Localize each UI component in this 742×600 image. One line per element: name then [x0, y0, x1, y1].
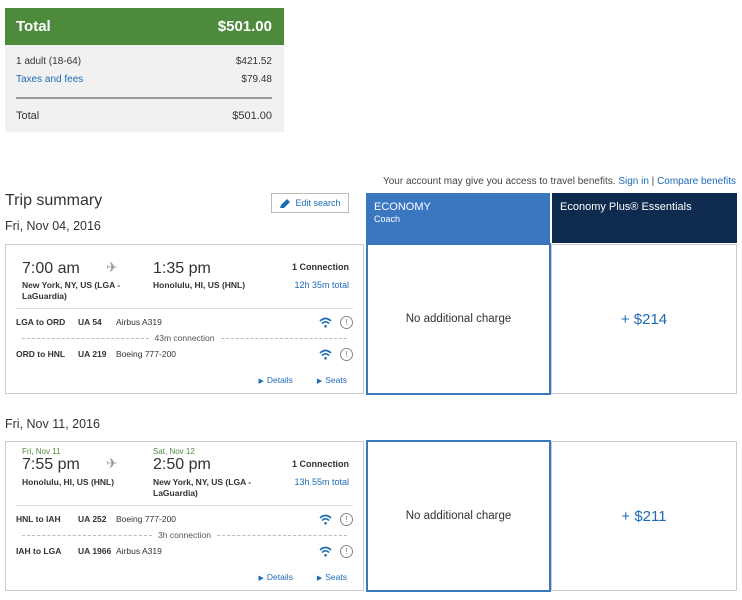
trip-summary-title: Trip summary — [5, 192, 103, 209]
flight-card: 7:00 am ✈ 1:35 pm New York, NY, US (LGA … — [5, 244, 364, 394]
trip-duration: 13h 55m total — [294, 477, 349, 487]
caret-right-icon: ▶ — [316, 378, 323, 385]
economy-plus-title: Economy Plus® Essentials — [560, 201, 692, 213]
divider — [16, 308, 353, 309]
leg-aircraft: Airbus A319 — [116, 317, 162, 327]
flight-links: ▶ Details ▶ Seats — [258, 572, 347, 582]
price-row-amount: $421.52 — [235, 56, 272, 67]
economy-fare-option[interactable]: No additional charge — [366, 243, 551, 395]
wifi-icon[interactable] — [319, 514, 332, 525]
leg-route: IAH to LGA — [16, 546, 62, 556]
flight-card: Fri, Nov 11 Sat, Nov 12 7:55 pm ✈ 2:50 p… — [5, 441, 364, 591]
details-label: Details — [266, 375, 293, 385]
wifi-icon[interactable] — [319, 349, 332, 360]
info-icon[interactable]: ! — [340, 315, 353, 329]
leg-flight-number: UA 1966 — [78, 546, 112, 556]
price-row-amount: $79.48 — [241, 74, 272, 85]
arrival-time: 1:35 pm — [153, 260, 211, 277]
flight-leg: ORD to HNL UA 219 Boeing 777-200 ! — [16, 344, 353, 364]
wifi-icon[interactable] — [319, 546, 332, 557]
divider — [16, 505, 353, 506]
sign-in-link[interactable]: Sign in — [618, 176, 649, 187]
fare-header-economy-plus[interactable]: Economy Plus® Essentials — [552, 193, 737, 243]
connection-count: 1 Connection — [291, 262, 349, 272]
info-icon[interactable]: ! — [340, 544, 353, 558]
price-row-taxes: Taxes and fees $79.48 — [5, 67, 284, 85]
connection-count: 1 Connection — [291, 459, 349, 469]
price-row-label: 1 adult (18-64) — [16, 56, 82, 67]
travel-benefits-notice: Your account may give you access to trav… — [383, 176, 736, 187]
economy-fare-option[interactable]: No additional charge — [366, 440, 551, 592]
caret-right-icon: ▶ — [258, 378, 264, 385]
price-total-row: Total $501.00 — [5, 99, 284, 132]
trip-duration: 12h 35m total — [294, 280, 349, 290]
plane-icon: ✈ — [106, 455, 118, 471]
leg-aircraft: Boeing 777-200 — [116, 349, 177, 359]
connection-time: 43m connection — [16, 332, 353, 344]
price-divider — [16, 97, 272, 99]
seats-link[interactable]: ▶ Seats — [317, 375, 347, 385]
departure-date: Fri, Nov 11 — [22, 447, 61, 456]
leg-flight-number: UA 219 — [78, 349, 107, 359]
info-icon[interactable]: ! — [340, 512, 353, 526]
flight-date: Fri, Nov 04, 2016 — [5, 219, 101, 233]
price-total-amount: $501.00 — [232, 110, 272, 122]
seats-label: Seats — [325, 375, 347, 385]
wifi-icon[interactable] — [319, 317, 332, 328]
arrival-date: Sat, Nov 12 — [153, 447, 195, 456]
price-row-adult: 1 adult (18-64) $421.52 — [5, 45, 284, 67]
arrival-city: New York, NY, US (LGA - LaGuardia) — [153, 477, 252, 498]
pencil-icon — [280, 198, 291, 208]
flight-leg: IAH to LGA UA 1966 Airbus A319 ! — [16, 541, 353, 561]
price-total-label: Total — [16, 110, 40, 122]
economy-plus-fare-option[interactable]: + $214 — [551, 244, 737, 394]
edit-search-button[interactable]: Edit search — [271, 193, 349, 213]
leg-aircraft: Boeing 777-200 — [116, 514, 177, 524]
leg-route: HNL to IAH — [16, 514, 61, 524]
arrival-time: 2:50 pm — [153, 456, 211, 473]
economy-plus-fare-option[interactable]: + $211 — [551, 441, 737, 591]
leg-route: LGA to ORD — [16, 317, 66, 327]
taxes-and-fees-link[interactable]: Taxes and fees — [16, 74, 84, 85]
flight-leg: LGA to ORD UA 54 Airbus A319 ! — [16, 312, 353, 332]
caret-right-icon: ▶ — [258, 575, 264, 582]
caret-right-icon: ▶ — [316, 575, 323, 582]
arrival-city: Honolulu, HI, US (HNL) — [153, 280, 246, 290]
economy-title: ECONOMY — [374, 201, 431, 213]
details-link[interactable]: ▶ Details — [258, 375, 292, 385]
connection-time: 3h connection — [16, 529, 353, 541]
details-link[interactable]: ▶ Details — [258, 572, 292, 582]
compare-benefits-link[interactable]: Compare benefits — [657, 176, 736, 187]
edit-search-label: Edit search — [295, 198, 341, 208]
details-label: Details — [266, 572, 293, 582]
departure-city: Honolulu, HI, US (HNL) — [22, 477, 115, 487]
economy-subtitle: Coach — [374, 214, 401, 224]
plane-icon: ✈ — [106, 259, 118, 275]
flight-date: Fri, Nov 11, 2016 — [5, 417, 100, 431]
benefits-text: Your account may give you access to trav… — [382, 176, 616, 187]
flight-leg: HNL to IAH UA 252 Boeing 777-200 ! — [16, 509, 353, 529]
departure-city: New York, NY, US (LGA - LaGuardia) — [22, 280, 121, 301]
seats-label: Seats — [325, 572, 347, 582]
seats-link[interactable]: ▶ Seats — [317, 572, 347, 582]
fare-header-economy[interactable]: ECONOMY Coach — [366, 193, 550, 243]
departure-time: 7:00 am — [22, 260, 80, 277]
leg-route: ORD to HNL — [16, 349, 66, 359]
price-summary-header: Total $501.00 — [5, 8, 284, 45]
leg-aircraft: Airbus A319 — [116, 546, 162, 556]
price-header-amount: $501.00 — [217, 18, 272, 35]
leg-flight-number: UA 54 — [78, 317, 102, 327]
price-header-label: Total — [16, 18, 51, 35]
info-icon[interactable]: ! — [340, 347, 353, 361]
benefits-separator: | — [651, 176, 655, 187]
price-summary: Total $501.00 1 adult (18-64) $421.52 Ta… — [5, 8, 284, 132]
leg-flight-number: UA 252 — [78, 514, 107, 524]
flight-links: ▶ Details ▶ Seats — [258, 375, 347, 385]
departure-time: 7:55 pm — [22, 456, 80, 473]
